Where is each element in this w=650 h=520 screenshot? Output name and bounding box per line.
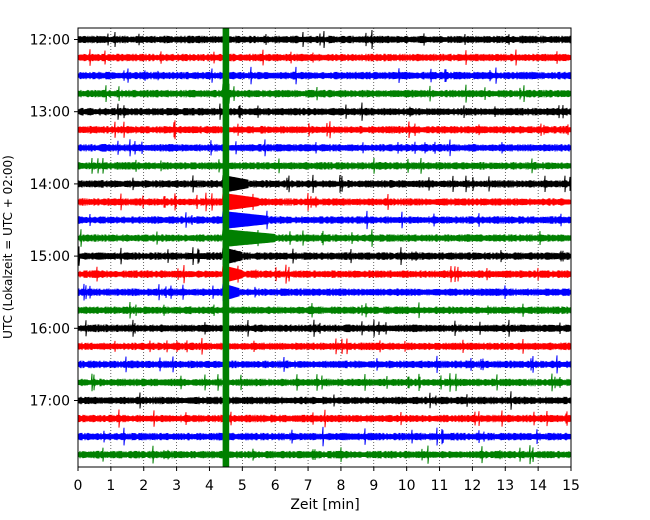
y-tick-label: 14:00 [30,177,70,193]
x-tick-label: 6 [271,478,280,494]
trace-line [78,49,571,66]
trace-line [78,102,571,121]
x-tick-label: 7 [304,478,313,494]
trace-line [78,301,571,319]
x-tick-label: 0 [74,478,83,494]
x-tick-label: 12 [463,478,481,494]
x-tick-label: 15 [562,478,580,494]
trace-line [78,29,571,50]
trace-line [78,426,571,447]
x-tick-label: 3 [172,478,181,494]
x-tick-label: 9 [369,478,378,494]
y-axis-label: UTC (Lokalzeit = UTC + 02:00) [1,155,15,339]
x-tick-label: 2 [139,478,148,494]
trace-line [78,174,571,193]
trace-line [78,373,571,392]
x-tick-label: 10 [398,478,416,494]
trace-line [78,157,571,174]
y-tick-label: 15:00 [30,249,70,265]
x-tick-label: 4 [205,478,214,494]
trace-line [78,246,571,266]
trace-line [78,83,571,104]
x-tick-label: 8 [336,478,345,494]
trace-line [78,264,571,284]
trace-line [78,445,571,465]
x-axis-ticks: 0 1 2 3 4 5 6 7 8 9 10 11 12 13 14 15 [74,467,580,494]
trace-line [78,319,571,337]
x-tick-label: 11 [431,478,449,494]
x-tick-label: 13 [496,478,514,494]
x-tick-label: 14 [529,478,547,494]
trace-line [78,210,571,230]
y-tick-label: 16:00 [30,321,70,337]
trace-line [78,283,571,302]
y-tick-label: 17:00 [30,394,70,410]
trace-line [78,120,571,140]
trace-line [78,139,571,157]
trace-line [78,409,571,428]
trace-line [78,338,571,355]
trace-line [78,229,571,248]
trace-line [78,192,571,212]
x-axis-label: Zeit [min] [290,497,359,513]
y-tick-label: 12:00 [30,33,70,49]
seismic-traces [78,28,571,467]
grid-lines [110,28,539,467]
y-axis-ticks: 12:00 13:00 14:00 15:00 16:00 17:00 [30,33,78,410]
x-tick-label: 1 [106,478,115,494]
plot-frame [77,27,572,468]
saturated-signal-column [222,28,230,467]
trace-line [78,391,571,410]
y-tick-label: 13:00 [30,105,70,121]
x-tick-label: 5 [238,478,247,494]
trace-line [78,355,571,374]
trace-line [78,66,571,85]
